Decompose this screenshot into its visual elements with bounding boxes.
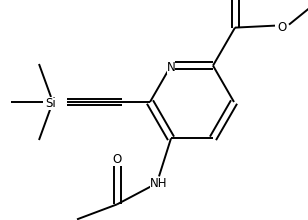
Text: Si: Si <box>46 97 56 110</box>
Text: NH: NH <box>150 177 168 190</box>
Text: N: N <box>167 61 175 74</box>
Text: O: O <box>112 153 122 166</box>
Text: O: O <box>278 21 287 34</box>
